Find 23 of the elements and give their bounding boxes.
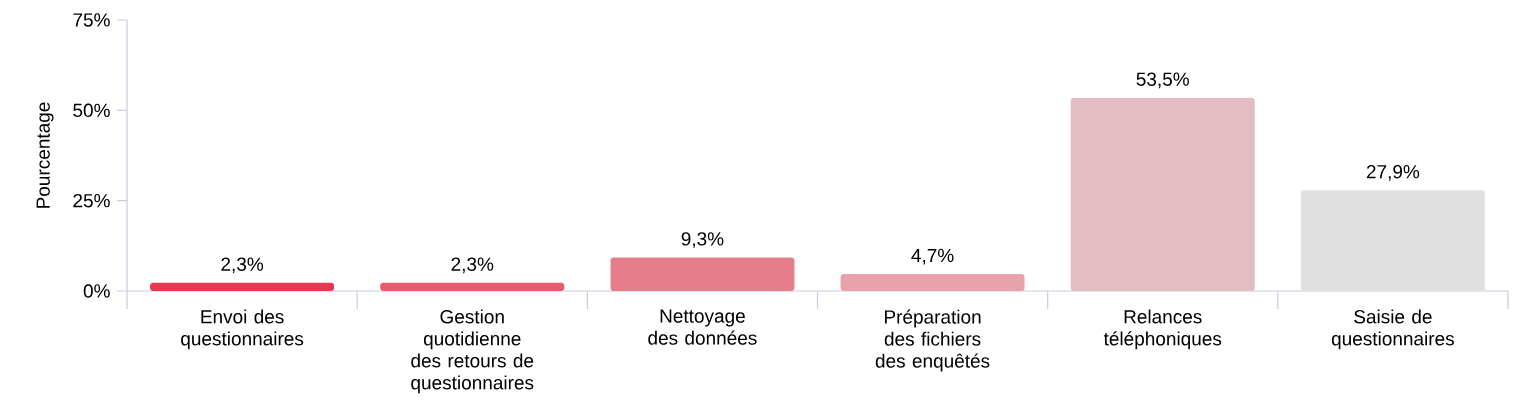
bar xyxy=(380,282,565,291)
y-tick-label: 25% xyxy=(73,193,110,208)
y-tick-label: 50% xyxy=(73,103,110,118)
y-tick-label: 0% xyxy=(83,284,110,298)
x-tick-label: Relances téléphoniques xyxy=(1103,309,1222,350)
x-tick-label: Préparation des fichiers des enquêtés xyxy=(875,309,990,372)
x-tick-label: Envoi des questionnaires xyxy=(181,309,304,350)
x-tick-label: Saisie de questionnaires xyxy=(1331,309,1454,350)
y-tick-label: 75% xyxy=(73,13,110,27)
bar xyxy=(1070,97,1255,291)
x-tick-label: Gestion quotidienne des retours de questionnaires xyxy=(411,309,534,394)
data-label: 53,5% xyxy=(1136,72,1189,89)
data-label: 4,7% xyxy=(911,248,954,265)
x-tick-label: Nettoyage des données xyxy=(648,309,757,345)
bar xyxy=(610,257,795,291)
data-label: 9,3% xyxy=(681,232,724,248)
y-axis-title: Pourcentage xyxy=(36,102,54,208)
bar xyxy=(1300,190,1485,291)
data-label: 2,3% xyxy=(451,257,494,274)
data-label: 27,9% xyxy=(1366,164,1420,181)
bar xyxy=(840,274,1025,291)
data-label: 2,3% xyxy=(221,257,264,274)
bar xyxy=(150,282,335,291)
